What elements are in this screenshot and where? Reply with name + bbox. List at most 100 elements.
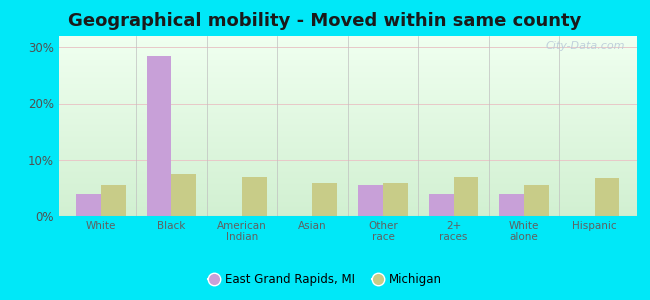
Bar [58, 215, 637, 216]
Bar [58, 140, 637, 141]
Bar [58, 134, 637, 135]
Bar [58, 144, 637, 145]
Bar [58, 57, 637, 58]
Bar [58, 118, 637, 119]
Bar [58, 206, 637, 207]
Bar [58, 65, 637, 66]
Bar [499, 194, 524, 216]
Bar [58, 63, 637, 64]
Bar [58, 38, 637, 39]
Bar [58, 102, 637, 103]
Bar [58, 176, 637, 177]
Bar [58, 68, 637, 69]
Bar [58, 100, 637, 101]
Bar [58, 109, 637, 110]
Bar [58, 168, 637, 169]
Bar [58, 105, 637, 106]
Bar [58, 67, 637, 68]
Bar [58, 155, 637, 156]
Bar [58, 162, 637, 163]
Bar [58, 91, 637, 92]
Bar [58, 78, 637, 79]
Bar [58, 54, 637, 55]
Bar [58, 64, 637, 65]
Bar [58, 36, 637, 37]
Bar [58, 180, 637, 181]
Bar [58, 187, 637, 188]
Bar [58, 123, 637, 124]
Bar [58, 196, 637, 197]
Bar [58, 177, 637, 178]
Bar [58, 183, 637, 184]
Bar [58, 92, 637, 93]
Bar [58, 97, 637, 98]
Bar [58, 131, 637, 132]
Bar [58, 157, 637, 158]
Bar [58, 58, 637, 59]
Bar [58, 160, 637, 161]
Bar [58, 45, 637, 46]
Bar [58, 186, 637, 187]
Bar [58, 79, 637, 80]
Bar [58, 62, 637, 63]
Bar [58, 122, 637, 123]
Bar [58, 76, 637, 77]
Bar [58, 213, 637, 214]
Bar [58, 185, 637, 186]
Bar [58, 156, 637, 157]
Bar [76, 194, 101, 216]
Bar [58, 66, 637, 67]
Bar [58, 128, 637, 129]
Bar [58, 145, 637, 146]
Bar [58, 112, 637, 113]
Bar [58, 150, 637, 151]
Bar [58, 110, 637, 111]
Bar [58, 39, 637, 40]
Bar [58, 132, 637, 133]
Bar [58, 107, 637, 108]
Bar [58, 115, 637, 116]
Bar [58, 82, 637, 83]
Bar [58, 148, 637, 149]
Bar [58, 113, 637, 114]
Bar [58, 89, 637, 90]
Bar [58, 85, 637, 86]
Bar [58, 173, 637, 174]
Bar [58, 191, 637, 192]
Bar [383, 183, 408, 216]
Bar [58, 41, 637, 42]
Bar [58, 146, 637, 147]
Bar [101, 185, 125, 216]
Bar [58, 197, 637, 198]
Bar [429, 194, 454, 216]
Bar [58, 48, 637, 49]
Text: Geographical mobility - Moved within same county: Geographical mobility - Moved within sam… [68, 12, 582, 30]
Bar [58, 170, 637, 171]
Bar [58, 171, 637, 172]
Bar [58, 40, 637, 41]
Bar [58, 201, 637, 202]
Bar [58, 192, 637, 193]
Bar [58, 42, 637, 43]
Bar [58, 126, 637, 127]
Bar [313, 183, 337, 216]
Bar [58, 178, 637, 179]
Bar [58, 75, 637, 76]
Bar [58, 181, 637, 182]
Bar [172, 174, 196, 216]
Bar [58, 200, 637, 201]
Bar [58, 159, 637, 160]
Bar [58, 101, 637, 102]
Bar [58, 124, 637, 125]
Bar [58, 207, 637, 208]
Bar [58, 151, 637, 152]
Bar [58, 202, 637, 203]
Bar [58, 103, 637, 104]
Bar [58, 74, 637, 75]
Bar [58, 167, 637, 168]
Bar [58, 169, 637, 170]
Bar [454, 177, 478, 216]
Bar [58, 214, 637, 215]
Bar [58, 99, 637, 100]
Bar [58, 86, 637, 87]
